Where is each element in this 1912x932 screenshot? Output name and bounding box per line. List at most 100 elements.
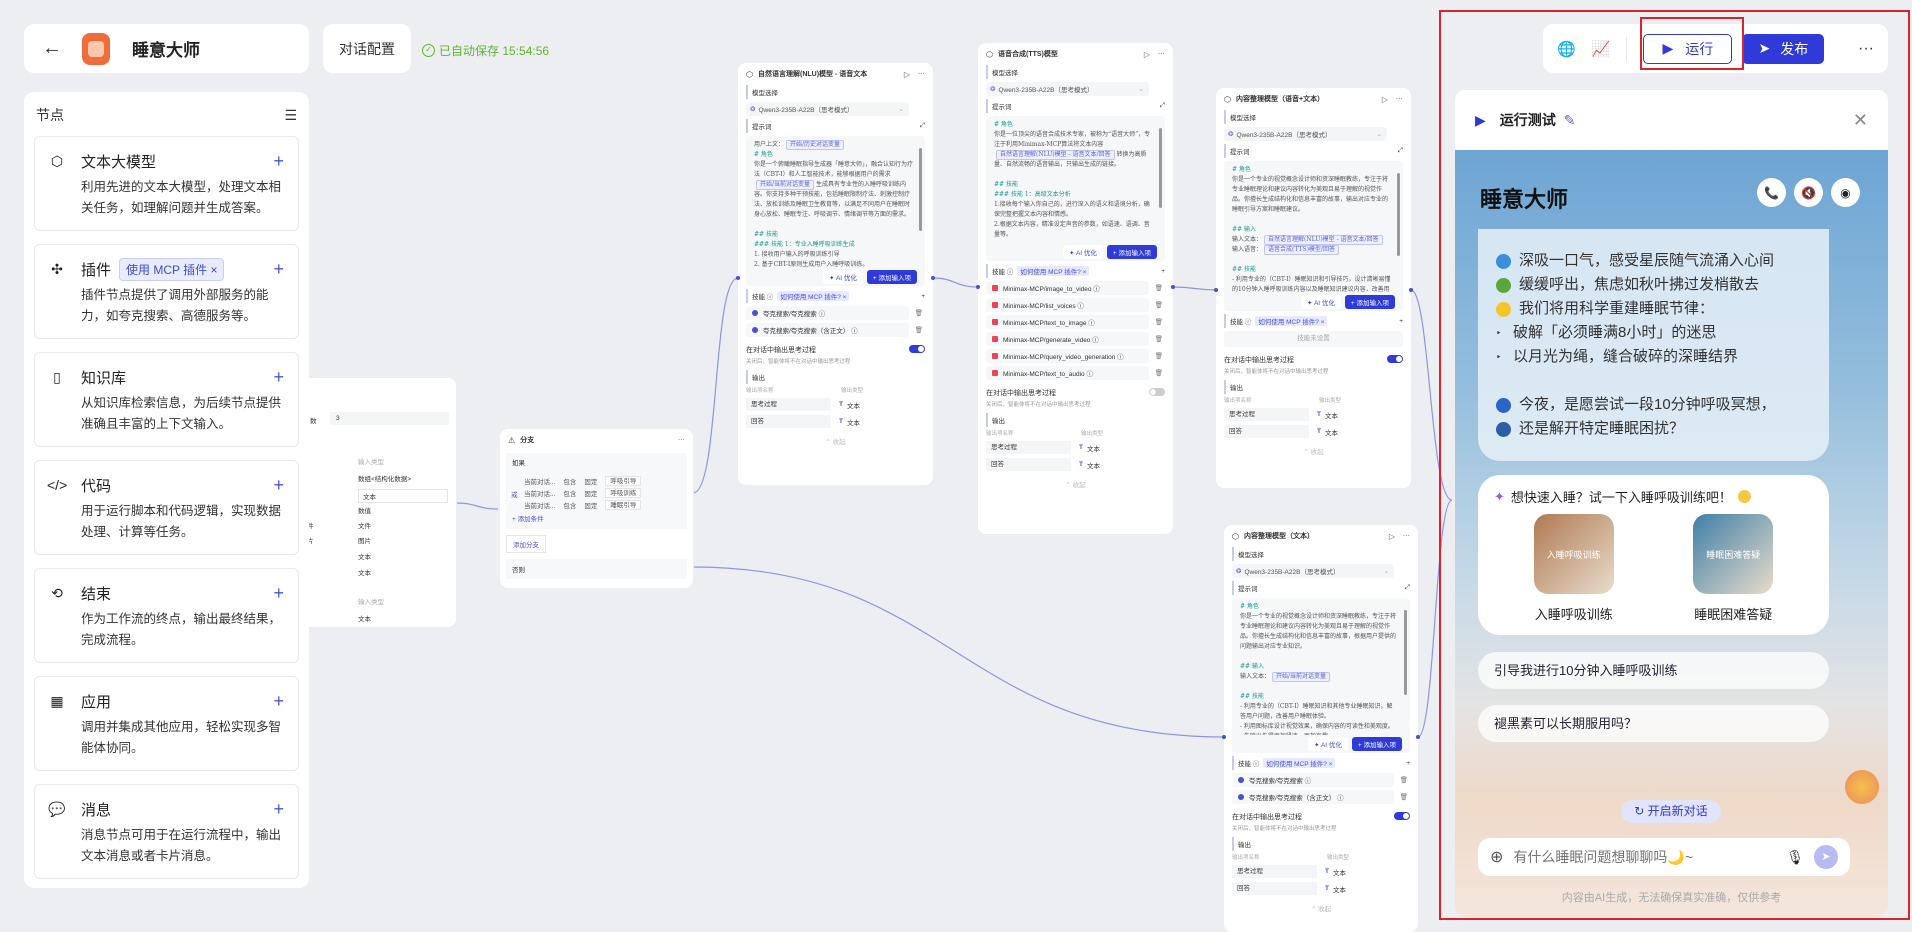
input-port[interactable] (1222, 735, 1226, 739)
add-input-button[interactable]: + 添加输入项 (866, 270, 917, 284)
output-port[interactable] (1416, 735, 1420, 739)
more-icon[interactable]: ··· (678, 436, 685, 444)
prompt-text-area[interactable]: # 角色 你是一个专业的视觉概念设计师和资深睡眠教练，专注于将专业睡眠理论和建议内… (1232, 165, 1395, 293)
condition-op-select[interactable]: 包含 (563, 491, 577, 498)
microphone-icon[interactable]: 🎙 (1786, 848, 1804, 865)
output-port[interactable] (931, 276, 935, 280)
trash-icon[interactable]: 🗑 (1399, 794, 1408, 801)
suggested-question[interactable]: 引导我进行10分钟入睡呼吸训练 (1478, 652, 1829, 689)
trash-icon[interactable]: 🗑 (1154, 353, 1163, 360)
collapse-button[interactable]: ⌃ 收起 (1303, 449, 1324, 456)
skill-item[interactable]: 夸克搜索/夸克搜索 ⓘ 🗑 (1232, 773, 1408, 787)
add-node-plus-icon[interactable]: + (273, 475, 284, 495)
thinking-toggle[interactable] (1149, 388, 1165, 396)
mcp-help-tag[interactable]: 如何使用 MCP 插件? × (1263, 758, 1336, 768)
add-node-plus-icon[interactable]: + (273, 151, 284, 171)
new-chat-button[interactable]: ↻ 开启新对话 (1621, 800, 1721, 823)
type-option[interactable]: 文件 (358, 523, 371, 530)
close-icon[interactable]: ✕ (1852, 109, 1868, 130)
add-skill-icon[interactable]: + (921, 292, 925, 300)
add-skill-icon[interactable]: + (1161, 267, 1165, 275)
dialog-config-button[interactable]: 对话配置 (323, 24, 411, 73)
skill-item[interactable]: Minimax-MCP/text_to_image ⓘ 🗑 (986, 315, 1163, 329)
trash-icon[interactable]: 🗑 (1154, 370, 1163, 377)
condition-op-select[interactable]: 包含 (563, 479, 577, 486)
variable-tag[interactable]: 开始/当前对话变量 (756, 180, 815, 190)
prompt-scrollbar[interactable] (1397, 173, 1400, 256)
llm-node[interactable]: ⬡ 内容整理模型（语音+文本） ▷ ··· 模型选择 ❂ Qwen3-235B-A22B（思… (1216, 88, 1411, 488)
more-icon[interactable]: ··· (1858, 39, 1874, 57)
model-select[interactable]: ❂ Qwen3-235B-A22B（思考模式） ⌄ (746, 102, 909, 116)
collapse-button[interactable]: ⌃ 收起 (1065, 482, 1086, 489)
edit-icon[interactable]: ✎ (1563, 111, 1576, 128)
ai-optimize-button[interactable]: ✦ AI 优化 (1308, 737, 1348, 751)
condition-op-select[interactable]: 包含 (563, 503, 577, 510)
condition-value-input[interactable]: 睡眠引导 (605, 500, 642, 510)
input-port[interactable] (736, 276, 740, 280)
add-input-button[interactable]: + 添加输入项 (1351, 737, 1402, 751)
variable-tag[interactable]: 自然语言理解(NLU)模型 - 语音文本/回答 (996, 150, 1115, 160)
thinking-toggle[interactable] (1394, 812, 1410, 820)
type-option[interactable]: 文本 (358, 616, 371, 623)
expand-icon[interactable]: ⤢ (1397, 147, 1403, 154)
condition-kind-select[interactable]: 固定 (584, 479, 598, 486)
ai-optimize-button[interactable]: ✦ AI 优化 (1301, 295, 1341, 309)
add-skill-icon[interactable]: + (1399, 317, 1403, 325)
mute-icon[interactable]: 🔇 (1794, 178, 1823, 207)
variable-tag[interactable]: 开始/当前对话变量 (1272, 672, 1331, 682)
add-input-button[interactable]: + 添加输入项 (1344, 295, 1395, 309)
llm-node[interactable]: ⬡ 自然语言理解(NLU)模型 - 语音文本 ▷ ··· 模型选择 ❂ Qwen3-235B… (738, 63, 933, 485)
condition-value-input[interactable]: 呼吸训练 (605, 488, 642, 498)
skill-item[interactable]: 夸克搜索/夸克搜索（含正文） ⓘ 🗑 (1232, 790, 1408, 804)
sidebar-item[interactable]: </> 代码 + 用于运行脚本和代码逻辑，实现数据处理、计算等任务。 (34, 460, 299, 555)
sidebar-item[interactable]: 💬 消息 + 消息节点可用于在运行流程中，输出文本消息或者卡片消息。 (34, 784, 299, 879)
type-option[interactable]: 文本 (358, 554, 371, 561)
chat-input[interactable] (1513, 849, 1777, 865)
type-option[interactable]: 数组<结构化数据> (358, 476, 412, 483)
ai-optimize-button[interactable]: ✦ AI 优化 (1063, 245, 1103, 259)
trash-icon[interactable]: 🗑 (1154, 319, 1163, 326)
mcp-help-tag[interactable]: 如何使用 MCP 插件? × (1255, 316, 1328, 326)
mcp-plugin-tag[interactable]: 使用 MCP 插件 × (119, 257, 225, 281)
add-node-plus-icon[interactable]: + (273, 583, 284, 603)
suggestion-tile[interactable]: 睡眠困难答疑 睡眠困难答疑 (1693, 514, 1774, 623)
sidebar-item[interactable]: ⬡ 文本大模型 + 利用先进的文本大模型，处理文本相关任务，如理解问题并生成答案。 (34, 136, 299, 231)
condition-value-input[interactable]: 呼吸引导 (605, 476, 642, 486)
trash-icon[interactable]: 🗑 (1399, 777, 1408, 784)
add-condition-button[interactable]: + 添加条件 (512, 516, 544, 523)
run-node-icon[interactable]: ▷ (1388, 531, 1395, 541)
collapse-button[interactable]: ⌃ 收起 (1310, 906, 1332, 913)
prompt-scrollbar[interactable] (1404, 610, 1407, 696)
llm-node[interactable]: ⬡ 内容整理模型（文本） ▷ ··· 模型选择 ❂ Qwen3-235B-A22B（思考模式… (1224, 525, 1418, 932)
prompt-text-area[interactable]: # 角色 你是一位顶尖的语音合成技术专家，被称为“语音大师”，专注于利用Minim… (994, 120, 1157, 243)
thinking-toggle[interactable] (1387, 355, 1403, 363)
prompt-editor[interactable]: # 角色 你是一位顶尖的语音合成技术专家，被称为“语音大师”，专注于利用Minim… (986, 116, 1165, 261)
sidebar-item[interactable]: ⟲ 结束 + 作为工作流的终点，输出最终结果，完成流程。 (34, 568, 299, 663)
suggested-question[interactable]: 褪黑素可以长期服用吗？ (1478, 705, 1829, 742)
add-circle-icon[interactable]: ⊕ (1490, 849, 1504, 866)
type-option[interactable]: 文本 (358, 489, 448, 503)
skill-item[interactable]: Minimax-MCP/query_video_generation ⓘ 🗑 (986, 349, 1163, 363)
condition-kind-select[interactable]: 固定 (584, 491, 598, 498)
more-icon[interactable]: ··· (1403, 532, 1410, 540)
count-input[interactable]: 3 (330, 412, 449, 425)
prompt-editor[interactable]: # 角色 你是一个专业的视觉概念设计师和资深睡眠教练，专注于将专业睡眠理论和建议内… (1232, 598, 1410, 753)
trash-icon[interactable]: 🗑 (1154, 302, 1163, 309)
line-chart-icon[interactable]: 📈 (1591, 40, 1611, 58)
llm-node[interactable]: ⬡ 语音合成(TTS)模型 ▷ ··· 模型选择 ❂ Qwen3-235B-A22B（思考模… (978, 43, 1173, 534)
add-node-plus-icon[interactable]: + (273, 691, 284, 711)
variable-tag[interactable]: 自然语言理解(NLU)模型 - 语音文本/回答 (1264, 235, 1383, 245)
sidebar-item[interactable]: ▦ 应用 + 调用并集成其他应用，轻松实现多智能体协同。 (34, 676, 299, 771)
run-node-icon[interactable]: ▷ (1381, 94, 1388, 104)
prompt-scrollbar[interactable] (919, 148, 922, 231)
skill-item[interactable]: Minimax-MCP/list_voices ⓘ 🗑 (986, 298, 1163, 312)
collapse-button[interactable]: ⌃ 收起 (825, 439, 846, 446)
variable-tag[interactable]: 开始/历史对话变量 (786, 140, 845, 150)
add-node-plus-icon[interactable]: + (273, 367, 284, 387)
expand-icon[interactable]: ⤢ (919, 122, 925, 129)
back-arrow-icon[interactable]: ← (42, 37, 62, 59)
prompt-text-area[interactable]: 用户上文： 开始/历史对话变量 # 角色 你是一个俯瞰睡眠指导生成器「睡意大师」，融合… (754, 140, 917, 268)
prompt-editor[interactable]: 用户上文： 开始/历史对话变量 # 角色 你是一个俯瞰睡眠指导生成器「睡意大师」，融合… (746, 136, 925, 286)
publish-button[interactable]: ➤ 发布 (1742, 33, 1825, 64)
trash-icon[interactable]: 🗑 (1154, 336, 1163, 343)
